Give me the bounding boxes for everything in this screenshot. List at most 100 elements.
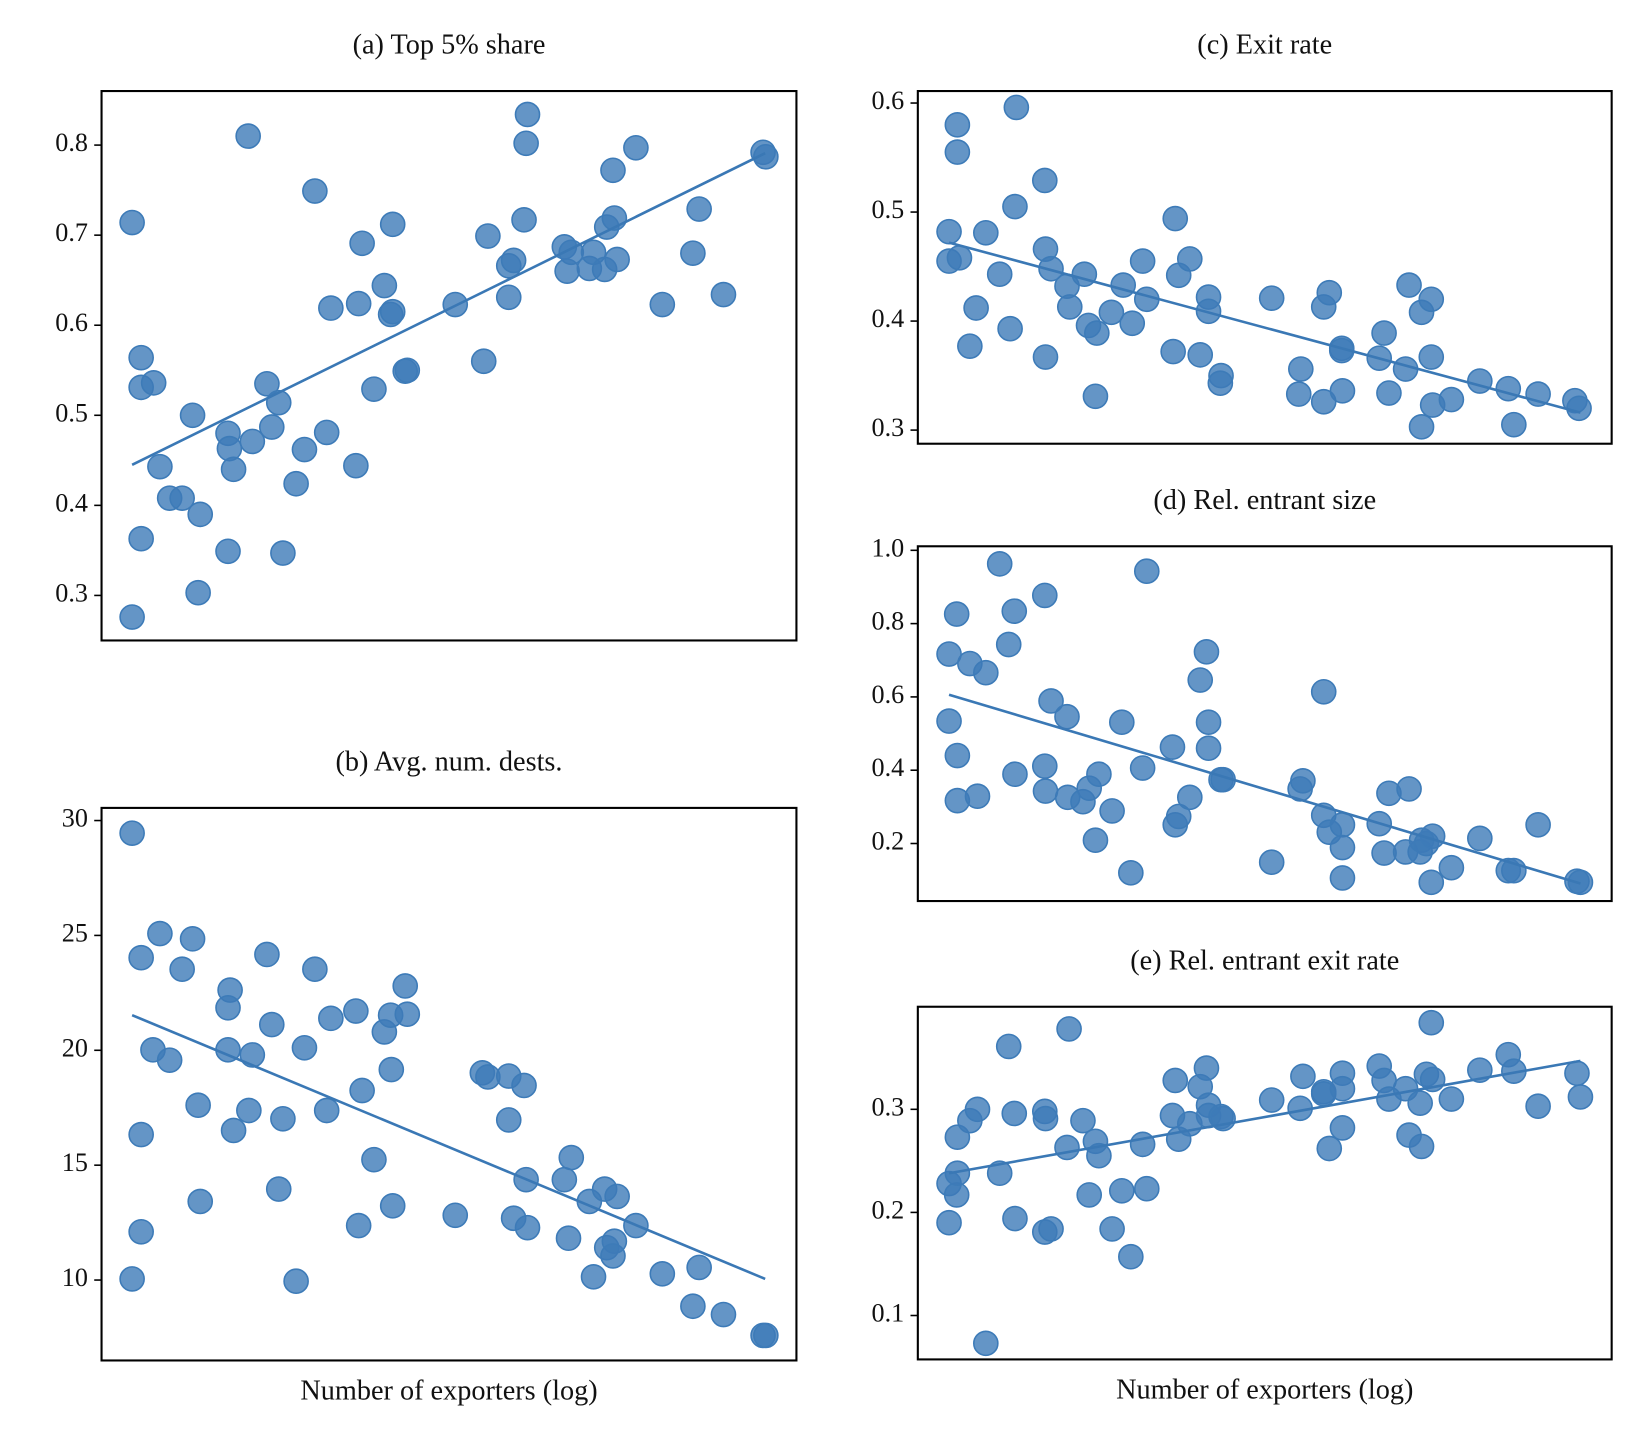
point xyxy=(1501,411,1527,438)
y-tick-label: 15 xyxy=(62,1148,88,1177)
point xyxy=(1084,320,1110,346)
point xyxy=(302,956,328,983)
axes-frame xyxy=(916,545,1613,903)
point xyxy=(604,1183,630,1210)
point xyxy=(1329,834,1356,861)
point xyxy=(1438,386,1465,413)
point xyxy=(1525,811,1551,838)
point xyxy=(710,1301,737,1328)
point xyxy=(1376,380,1402,406)
point xyxy=(128,1218,154,1245)
point xyxy=(1316,279,1343,306)
point xyxy=(1290,768,1316,794)
point xyxy=(179,402,206,429)
point xyxy=(1193,1055,1220,1081)
point xyxy=(185,579,211,606)
point xyxy=(475,223,501,249)
point xyxy=(1099,798,1125,824)
point xyxy=(1054,1134,1080,1161)
point xyxy=(1407,1090,1433,1116)
point xyxy=(1133,558,1160,585)
point xyxy=(379,211,406,238)
y-tick-label: 1.0 xyxy=(872,533,905,562)
point xyxy=(187,1188,214,1215)
point xyxy=(1002,761,1028,788)
point xyxy=(995,1033,1022,1060)
y-tick-label: 25 xyxy=(62,918,88,947)
point xyxy=(128,1121,154,1148)
point xyxy=(349,230,375,257)
point xyxy=(1118,1243,1144,1270)
point xyxy=(254,941,280,968)
fit-line xyxy=(948,1059,1581,1175)
point xyxy=(235,123,261,149)
subplot-title: (d) Rel. entrant size xyxy=(1153,485,1376,516)
point xyxy=(1418,344,1445,370)
fit-line xyxy=(131,152,766,467)
point xyxy=(995,631,1022,658)
point xyxy=(185,1092,211,1119)
point xyxy=(361,1146,387,1173)
point xyxy=(973,659,999,686)
point xyxy=(119,1266,145,1292)
point xyxy=(495,1107,522,1133)
point xyxy=(147,920,173,947)
point xyxy=(1118,860,1144,886)
point xyxy=(1098,299,1125,326)
point xyxy=(345,1212,372,1239)
y-tick-label: 0.3 xyxy=(872,1092,905,1121)
subplot-title: (e) Rel. entrant exit rate xyxy=(1130,945,1399,976)
point xyxy=(1329,1115,1356,1141)
point xyxy=(270,1105,296,1132)
point xyxy=(680,240,706,266)
point xyxy=(1438,854,1465,881)
point xyxy=(1056,294,1083,320)
point xyxy=(1438,1086,1465,1112)
y-tick-label: 10 xyxy=(62,1263,88,1292)
point xyxy=(1086,1142,1112,1169)
point xyxy=(1176,246,1203,272)
point xyxy=(1002,1205,1028,1232)
point xyxy=(1371,840,1397,866)
point xyxy=(1567,1084,1594,1110)
point xyxy=(1258,285,1285,312)
y-tick-label: 0.7 xyxy=(55,218,88,247)
point xyxy=(220,1117,247,1144)
point xyxy=(1032,1105,1059,1132)
point xyxy=(1467,368,1493,394)
point xyxy=(1288,356,1314,382)
y-tick-label: 0.3 xyxy=(872,413,905,442)
point xyxy=(302,178,328,204)
point xyxy=(957,333,983,359)
point xyxy=(1038,688,1064,714)
point xyxy=(551,1166,578,1193)
point xyxy=(686,196,712,222)
point xyxy=(1285,381,1312,407)
point xyxy=(1159,734,1186,760)
point xyxy=(1371,320,1397,346)
point xyxy=(973,1330,999,1357)
point xyxy=(128,525,154,552)
point xyxy=(265,1176,292,1202)
subplot: (d) Rel. entrant size 0.2 0.4 0.6 0.8 1.0 xyxy=(872,485,1613,903)
axes-frame xyxy=(100,90,798,642)
point xyxy=(753,1322,779,1349)
point xyxy=(1129,1131,1156,1158)
point xyxy=(511,1072,537,1099)
point xyxy=(236,1097,262,1124)
point xyxy=(964,1096,991,1123)
point xyxy=(600,1243,626,1269)
point xyxy=(179,926,206,952)
point xyxy=(495,284,522,311)
y-tick-label: 0.4 xyxy=(872,304,905,333)
point xyxy=(514,1214,541,1241)
point xyxy=(239,428,266,455)
point xyxy=(1187,342,1214,368)
subplot-title: (b) Avg. num. dests. xyxy=(335,746,562,777)
point xyxy=(379,1193,406,1219)
point xyxy=(378,1056,405,1083)
point xyxy=(291,436,318,463)
y-tick-label: 0.5 xyxy=(872,195,905,224)
point xyxy=(394,1001,421,1028)
subplot: (c) Exit rate 0.3 0.4 0.5 0.6 xyxy=(872,30,1613,445)
